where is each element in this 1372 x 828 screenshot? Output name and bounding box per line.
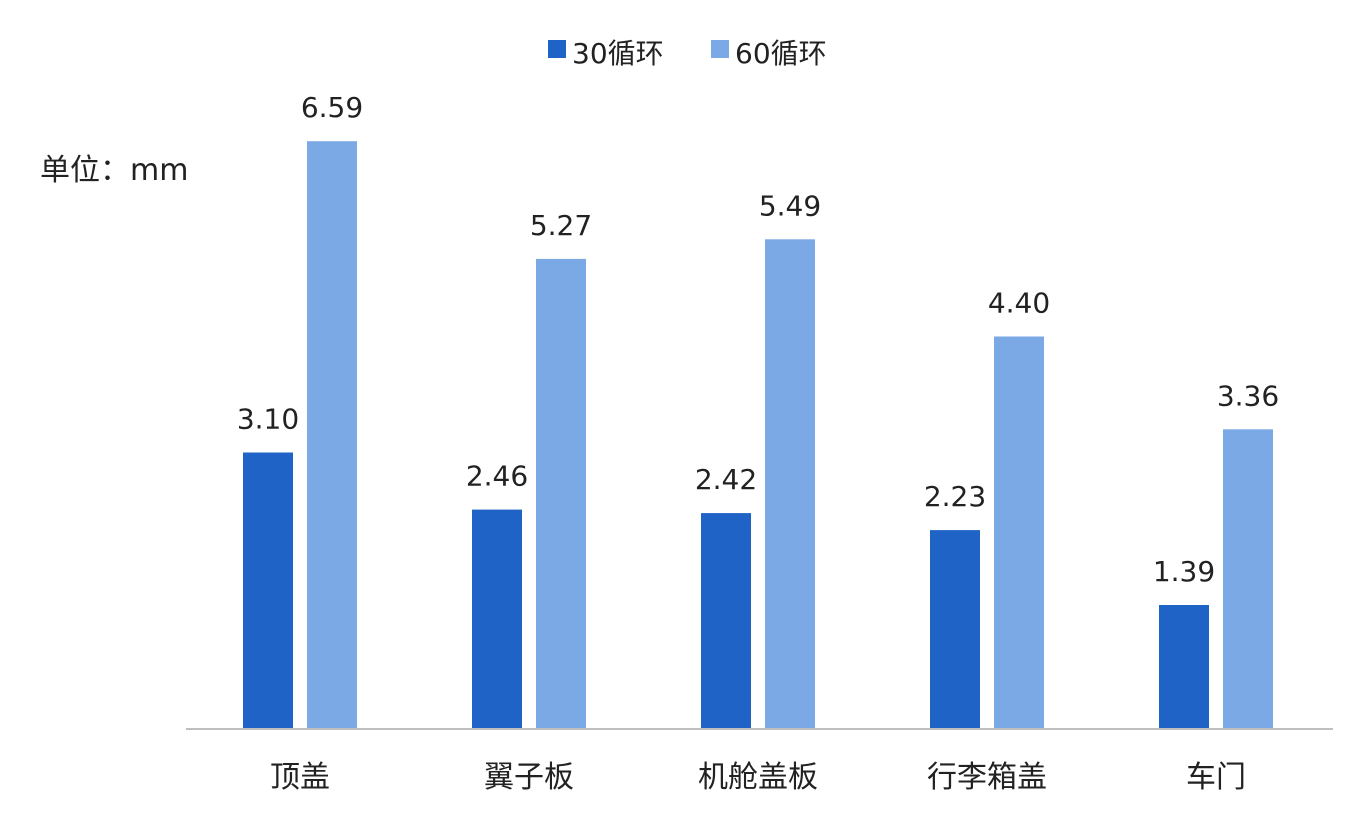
value-label-30-2: 2.42: [695, 463, 757, 496]
value-label-60-3: 4.40: [988, 287, 1050, 320]
bars-layer: [243, 141, 1273, 730]
category-label-3: 行李箱盖: [927, 760, 1047, 795]
value-labels-layer: 3.10 6.59 2.46 5.27 2.42 5.49 2.23 4.40 1.39 3.36: [237, 91, 1279, 588]
value-label-30-0: 3.10: [237, 403, 299, 436]
bar-60-0: [307, 141, 357, 729]
value-label-30-4: 1.39: [1153, 555, 1215, 588]
value-label-60-4: 3.36: [1217, 379, 1279, 412]
unit-label: 单位：mm: [40, 153, 188, 188]
bar-30-3: [930, 530, 980, 729]
bar-60-3: [994, 336, 1044, 729]
value-label-60-2: 5.49: [759, 189, 821, 222]
value-label-60-0: 6.59: [301, 91, 363, 124]
category-label-0: 顶盖: [270, 760, 330, 795]
category-label-1: 翼子板: [484, 760, 574, 795]
legend-swatch-30: [548, 40, 566, 58]
bar-30-0: [243, 452, 293, 729]
bar-60-2: [765, 239, 815, 730]
value-label-60-1: 5.27: [530, 209, 592, 242]
bar-30-1: [472, 509, 522, 729]
value-label-30-1: 2.46: [466, 460, 528, 493]
legend: 30循环 60循环: [548, 37, 827, 70]
bar-60-1: [536, 258, 586, 729]
legend-label-60: 60循环: [735, 37, 827, 70]
legend-swatch-60: [711, 40, 729, 58]
category-label-2: 机舱盖板: [698, 760, 818, 795]
value-label-30-3: 2.23: [924, 480, 986, 513]
legend-label-30: 30循环: [572, 37, 664, 70]
bar-30-2: [701, 513, 751, 729]
category-labels-layer: 顶盖 翼子板 机舱盖板 行李箱盖 车门: [270, 760, 1246, 795]
bar-60-4: [1223, 429, 1273, 729]
bar-30-4: [1159, 605, 1209, 729]
category-label-4: 车门: [1186, 760, 1246, 795]
